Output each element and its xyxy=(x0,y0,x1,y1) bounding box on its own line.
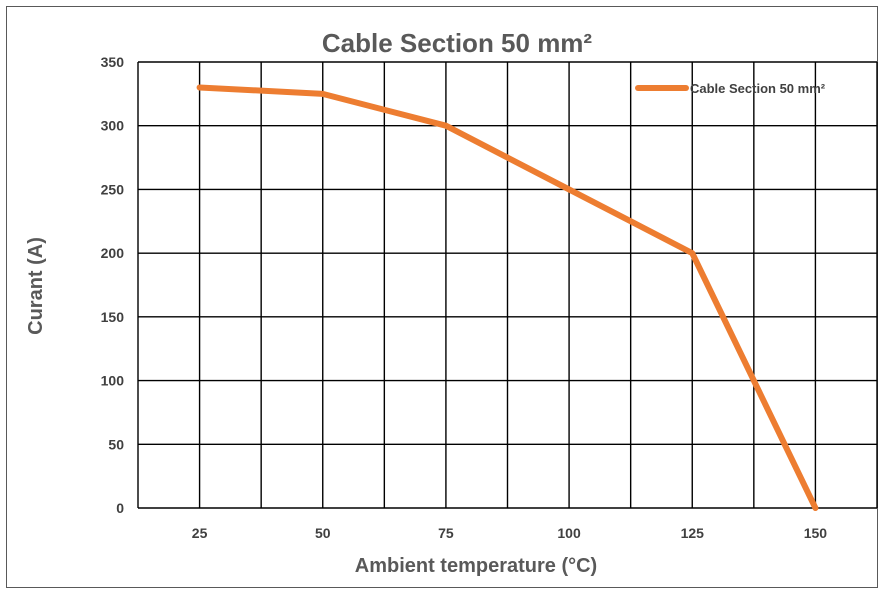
x-tick-labels: 25 50 75 100 125 150 xyxy=(192,525,828,541)
grid xyxy=(137,61,878,509)
x-tick-label: 100 xyxy=(557,525,581,541)
y-tick-label: 350 xyxy=(101,54,125,70)
chart-title: Cable Section 50 mm² xyxy=(322,28,593,58)
x-axis-title: Ambient temperature (°C) xyxy=(355,555,597,577)
y-tick-label: 200 xyxy=(101,245,125,261)
y-axis-title: Curant (A) xyxy=(25,237,47,335)
y-tick-label: 150 xyxy=(101,309,125,325)
series-line xyxy=(196,84,819,511)
series-group xyxy=(196,84,819,511)
x-tick-label: 75 xyxy=(438,525,454,541)
legend: Cable Section 50 mm² xyxy=(635,81,826,96)
x-tick-label: 125 xyxy=(681,525,705,541)
chart-frame xyxy=(6,6,878,588)
y-tick-label: 0 xyxy=(116,500,124,516)
legend-label: Cable Section 50 mm² xyxy=(690,81,826,96)
x-tick-label: 150 xyxy=(804,525,828,541)
y-tick-labels: 0 50 100 150 200 250 300 350 xyxy=(101,54,125,516)
y-tick-label: 250 xyxy=(101,181,125,197)
y-tick-label: 300 xyxy=(101,118,125,134)
y-tick-label: 50 xyxy=(108,436,124,452)
y-tick-label: 100 xyxy=(101,373,125,389)
x-tick-label: 25 xyxy=(192,525,208,541)
x-tick-label: 50 xyxy=(315,525,331,541)
